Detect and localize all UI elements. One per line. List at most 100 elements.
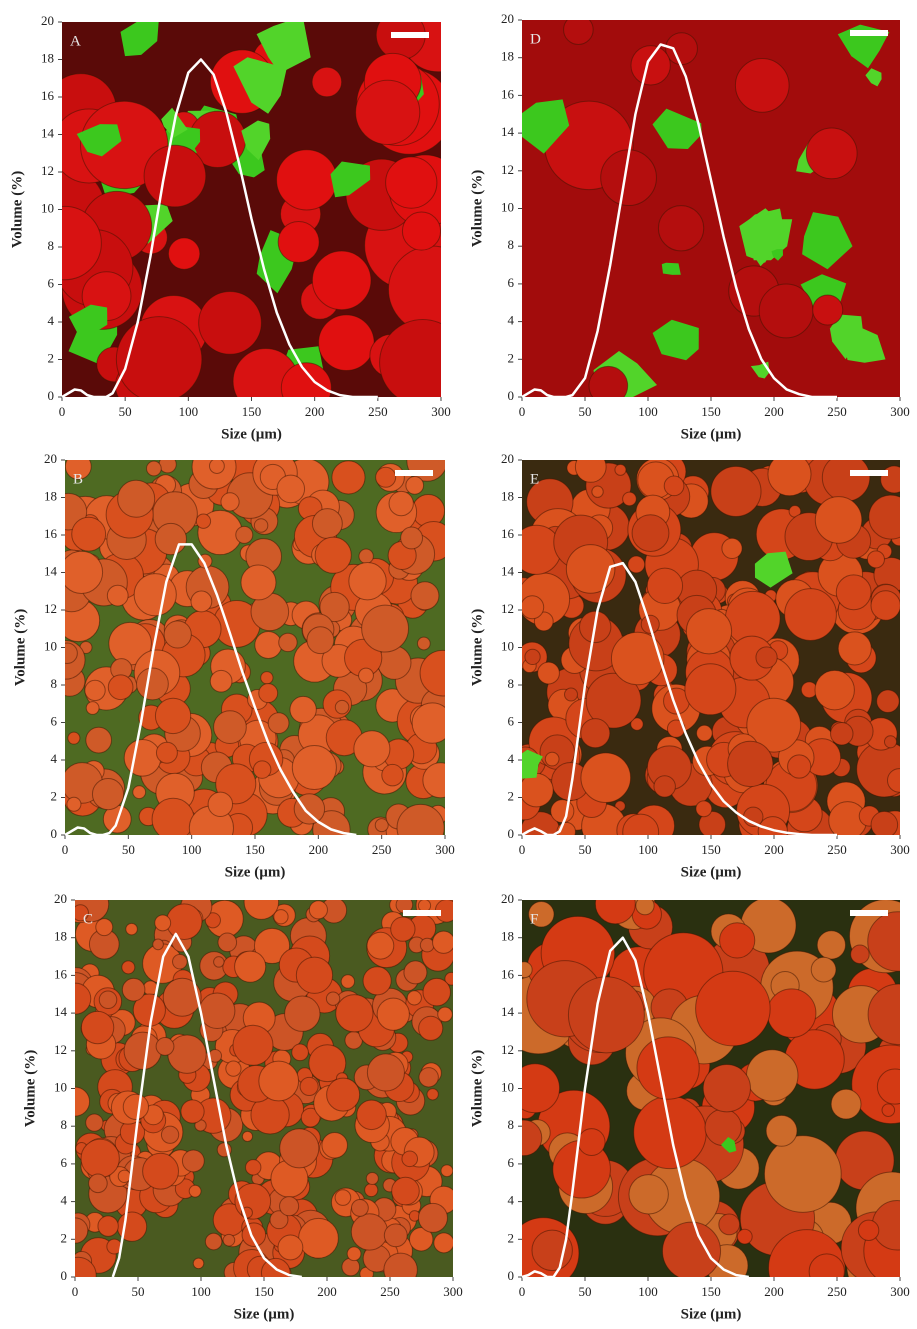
scale-bar: [850, 910, 888, 916]
droplet: [401, 1150, 419, 1168]
y-tick-label: 14: [501, 1004, 515, 1019]
x-tick-label: 100: [638, 1284, 658, 1299]
x-tick-label: 300: [431, 404, 451, 419]
micrograph: [522, 460, 900, 835]
droplet: [401, 211, 441, 251]
x-axis-title: Size (µm): [681, 864, 742, 880]
droplet: [366, 1053, 405, 1092]
droplet: [293, 793, 326, 825]
droplet: [260, 671, 274, 685]
droplet: [355, 79, 421, 145]
droplet: [67, 731, 81, 745]
droplet: [245, 1159, 262, 1176]
droplet: [306, 626, 335, 655]
y-tick-label: 12: [501, 601, 514, 616]
y-tick-label: 20: [44, 451, 57, 466]
scale-bar: [403, 910, 441, 916]
droplet: [685, 608, 733, 655]
y-tick-label: 20: [41, 13, 54, 28]
green-particle: [829, 314, 864, 360]
droplet: [883, 735, 898, 749]
droplet: [385, 156, 438, 209]
droplet: [319, 591, 350, 623]
distribution-curve: [521, 43, 837, 399]
droplet: [75, 1256, 97, 1277]
droplet: [868, 494, 900, 540]
droplet: [721, 537, 743, 560]
y-tick-label: 12: [44, 601, 57, 616]
y-tick-label: 8: [61, 1117, 68, 1132]
y-tick-label: 2: [48, 350, 55, 365]
y-tick-label: 18: [501, 49, 514, 64]
droplet: [278, 632, 298, 653]
x-tick-label: 150: [245, 842, 265, 857]
droplet: [881, 1103, 896, 1117]
droplet: [810, 956, 837, 983]
droplet: [217, 932, 238, 953]
panel-label: F: [530, 911, 538, 927]
panel-label: E: [530, 471, 539, 487]
y-tick-label: 14: [501, 124, 515, 139]
y-tick-label: 12: [54, 1042, 67, 1057]
droplet: [574, 460, 607, 483]
droplet: [85, 701, 100, 715]
droplet: [232, 1024, 274, 1066]
y-tick-label: 4: [48, 313, 55, 328]
droplet: [209, 669, 233, 693]
green-particle: [68, 304, 108, 336]
x-tick-label: 150: [242, 404, 262, 419]
droplet: [565, 544, 616, 594]
y-tick-label: 14: [41, 125, 55, 140]
droplet: [880, 465, 900, 494]
droplet: [375, 466, 397, 488]
y-tick-label: 12: [41, 163, 54, 178]
droplet: [291, 1043, 309, 1062]
y-tick-label: 8: [508, 237, 515, 252]
droplet: [308, 900, 328, 920]
x-axis-title: Size (µm): [681, 1306, 742, 1322]
droplet: [172, 953, 188, 970]
x-tick-label: 200: [764, 404, 784, 419]
y-tick-label: 20: [54, 891, 67, 906]
droplet: [405, 476, 425, 495]
droplet: [614, 463, 627, 476]
droplet: [391, 1176, 420, 1206]
droplet: [622, 813, 660, 835]
droplet: [763, 1135, 842, 1213]
green-particle: [652, 319, 699, 361]
droplet: [142, 1152, 180, 1190]
droplet: [630, 45, 671, 86]
droplet: [400, 526, 424, 550]
droplet: [440, 1164, 453, 1178]
droplet: [376, 997, 410, 1031]
droplet: [419, 937, 435, 953]
droplet: [213, 710, 247, 744]
droplet: [388, 490, 414, 517]
y-tick-label: 12: [501, 1042, 514, 1057]
droplet: [653, 775, 676, 798]
droplet: [117, 1169, 132, 1184]
panel-label: B: [73, 471, 83, 487]
x-tick-label: 250: [827, 1284, 847, 1299]
y-tick-label: 16: [44, 526, 58, 541]
green-particle: [739, 208, 783, 263]
micrograph: [62, 22, 441, 397]
droplet: [422, 762, 445, 799]
y-tick-label: 4: [508, 313, 515, 328]
y-tick-label: 8: [508, 676, 515, 691]
droplet: [162, 977, 202, 1017]
y-axis-title: Volume (%): [469, 170, 485, 247]
droplet: [755, 646, 778, 669]
droplet: [622, 491, 637, 507]
droplet: [374, 818, 389, 833]
droplet: [406, 990, 422, 1006]
droplet: [240, 564, 277, 601]
droplet: [97, 1215, 119, 1237]
droplet: [146, 460, 162, 477]
droplet: [356, 1099, 387, 1131]
droplet: [348, 561, 387, 601]
